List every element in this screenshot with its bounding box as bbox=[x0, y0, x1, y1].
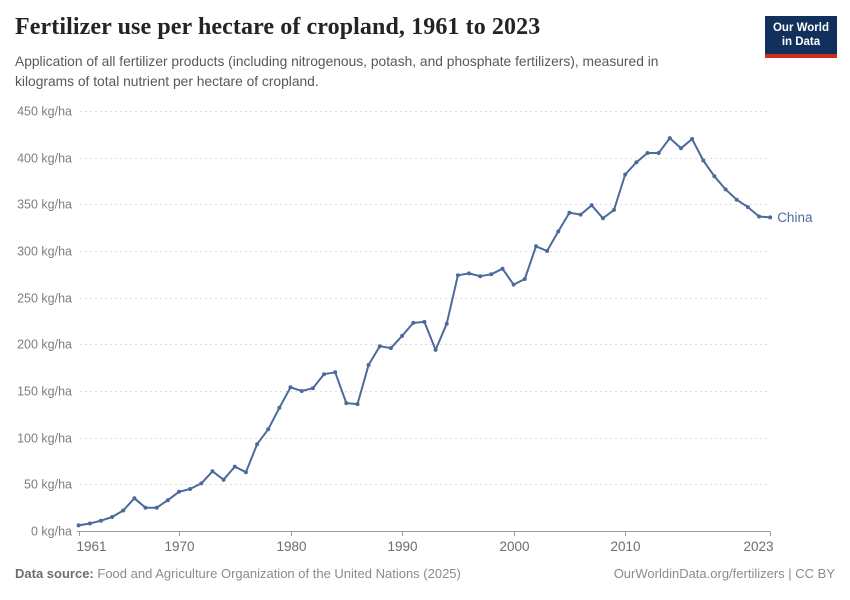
entity-label-china[interactable]: China bbox=[777, 210, 813, 225]
data-points-china[interactable] bbox=[76, 136, 773, 528]
x-axis bbox=[77, 531, 771, 536]
data-source: Data source: Food and Agriculture Organi… bbox=[15, 566, 461, 581]
x-axis-labels: 1961 1970 1980 1990 2000 2010 2023 bbox=[77, 539, 774, 554]
owid-logo-line1: Our World bbox=[772, 22, 829, 34]
svg-text:1970: 1970 bbox=[164, 539, 194, 554]
svg-text:2000: 2000 bbox=[499, 539, 529, 554]
credit-link[interactable]: OurWorldinData.org/fertilizers | CC BY bbox=[613, 566, 835, 581]
svg-text:2023: 2023 bbox=[743, 539, 773, 554]
svg-text:100 kg/ha: 100 kg/ha bbox=[17, 432, 72, 446]
svg-text:1980: 1980 bbox=[276, 539, 306, 554]
svg-text:1961: 1961 bbox=[77, 539, 107, 554]
page-title: Fertilizer use per hectare of cropland, … bbox=[15, 14, 541, 40]
svg-text:350 kg/ha: 350 kg/ha bbox=[17, 198, 72, 212]
data-line-china[interactable] bbox=[77, 137, 772, 527]
svg-text:0 kg/ha: 0 kg/ha bbox=[31, 525, 72, 539]
data-source-value: Food and Agriculture Organization of the… bbox=[97, 566, 461, 581]
svg-text:1990: 1990 bbox=[387, 539, 417, 554]
svg-text:400 kg/ha: 400 kg/ha bbox=[17, 152, 72, 166]
owid-logo-line2: in Data bbox=[781, 36, 821, 49]
y-axis-labels: 0 kg/ha 50 kg/ha 100 kg/ha 150 kg/ha 200 kg/… bbox=[17, 105, 72, 539]
y-gridlines bbox=[80, 111, 771, 485]
svg-text:50 kg/ha: 50 kg/ha bbox=[24, 478, 72, 492]
owid-logo[interactable]: Our World in Data bbox=[764, 16, 837, 58]
svg-text:150 kg/ha: 150 kg/ha bbox=[17, 385, 72, 399]
svg-text:200 kg/ha: 200 kg/ha bbox=[17, 338, 72, 352]
chart-footer: Data source: Food and Agriculture Organi… bbox=[15, 566, 835, 581]
svg-text:2010: 2010 bbox=[610, 539, 640, 554]
svg-text:250 kg/ha: 250 kg/ha bbox=[17, 292, 72, 306]
chart-subtitle: Application of all fertilizer products (… bbox=[15, 54, 659, 89]
svg-text:450 kg/ha: 450 kg/ha bbox=[17, 105, 72, 119]
svg-text:300 kg/ha: 300 kg/ha bbox=[17, 245, 72, 259]
data-source-label: Data source: bbox=[15, 566, 94, 581]
